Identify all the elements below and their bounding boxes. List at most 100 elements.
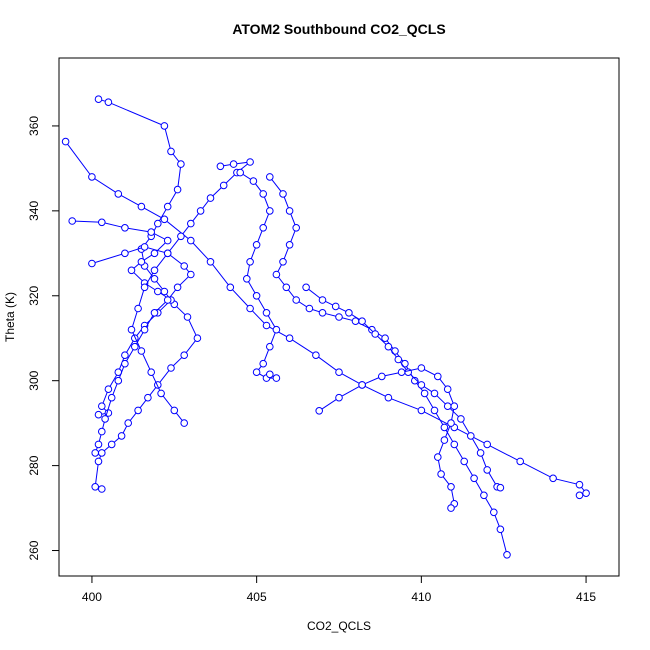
data-point — [98, 402, 106, 411]
series-line — [318, 367, 455, 509]
data-point — [420, 389, 429, 398]
data-point — [252, 241, 261, 249]
data-point — [516, 457, 525, 466]
data-point — [88, 259, 96, 268]
data-point — [150, 275, 159, 283]
data-point — [476, 449, 485, 457]
data-point — [134, 406, 142, 415]
data-point — [437, 470, 445, 478]
data-point — [285, 241, 294, 249]
chart-title: ATOM2 Southbound CO2_QCLS — [232, 21, 445, 37]
series-9 — [315, 364, 459, 512]
data-point — [417, 381, 426, 389]
data-point — [246, 158, 254, 166]
data-point — [101, 415, 109, 423]
data-point — [252, 292, 261, 300]
data-point — [483, 440, 492, 449]
x-axis-label: CO2_QCLS — [307, 619, 371, 633]
data-point — [226, 283, 235, 292]
x-tick-label: 410 — [411, 590, 431, 604]
series-3 — [68, 217, 175, 419]
data-point — [183, 313, 192, 321]
data-point — [262, 309, 271, 317]
data-point — [394, 355, 403, 364]
data-point — [216, 162, 225, 171]
y-tick-label: 300 — [27, 370, 41, 390]
data-point — [107, 440, 116, 449]
data-point — [279, 258, 287, 266]
data-point — [150, 266, 159, 275]
data-point — [384, 393, 393, 402]
data-point — [480, 491, 488, 500]
series-7 — [266, 173, 511, 559]
data-point — [114, 190, 123, 198]
data-point — [160, 215, 169, 224]
data-point — [98, 218, 106, 227]
series-4 — [88, 243, 195, 457]
data-point — [193, 334, 202, 343]
data-point — [88, 173, 96, 181]
data-point — [496, 483, 505, 492]
series-6 — [236, 168, 281, 382]
data-point — [160, 122, 169, 130]
data-point — [187, 236, 195, 245]
data-point — [417, 364, 426, 372]
data-point — [259, 359, 268, 368]
data-point — [140, 243, 149, 251]
data-point — [411, 376, 419, 385]
data-point — [94, 410, 103, 419]
data-point — [107, 393, 116, 402]
data-point — [440, 436, 449, 444]
data-point — [219, 181, 228, 190]
data-point — [312, 351, 320, 360]
data-point — [121, 224, 129, 232]
data-point — [483, 466, 492, 474]
data-point — [401, 359, 409, 368]
data-point — [292, 224, 301, 232]
series-line — [65, 141, 587, 496]
data-point — [575, 491, 584, 500]
data-point — [154, 287, 162, 296]
x-tick-label: 405 — [247, 590, 267, 604]
data-point — [127, 266, 136, 275]
data-point — [282, 283, 291, 292]
data-point — [259, 190, 268, 198]
data-point — [147, 368, 155, 377]
data-point — [154, 219, 162, 228]
data-point — [196, 207, 205, 215]
data-point — [124, 419, 132, 427]
data-point — [173, 283, 182, 292]
data-point — [98, 485, 106, 493]
data-point — [503, 551, 511, 559]
data-point — [121, 359, 129, 368]
data-point — [430, 406, 439, 415]
data-point — [381, 334, 389, 343]
series-1 — [91, 95, 202, 493]
data-point — [279, 190, 287, 198]
data-point — [358, 317, 366, 326]
data-point — [114, 376, 123, 385]
data-point — [447, 483, 455, 491]
series-8 — [302, 283, 505, 492]
data-point — [259, 224, 268, 232]
data-point — [447, 504, 455, 512]
data-point — [187, 219, 195, 228]
y-tick-label: 340 — [27, 201, 41, 221]
data-point — [272, 374, 281, 382]
data-point — [450, 440, 459, 449]
data-point — [391, 347, 399, 355]
data-point — [457, 415, 465, 423]
data-point — [91, 449, 99, 457]
data-point — [305, 304, 314, 313]
data-point — [206, 194, 215, 202]
data-point — [187, 270, 195, 279]
data-point — [318, 309, 327, 317]
data-point — [549, 474, 557, 483]
data-point — [430, 389, 439, 398]
data-point — [384, 342, 393, 351]
data-point — [150, 249, 159, 258]
data-point — [98, 427, 106, 436]
series-layer — [61, 95, 590, 559]
data-point — [121, 351, 129, 360]
y-axis-label: Theta (K) — [3, 292, 17, 342]
